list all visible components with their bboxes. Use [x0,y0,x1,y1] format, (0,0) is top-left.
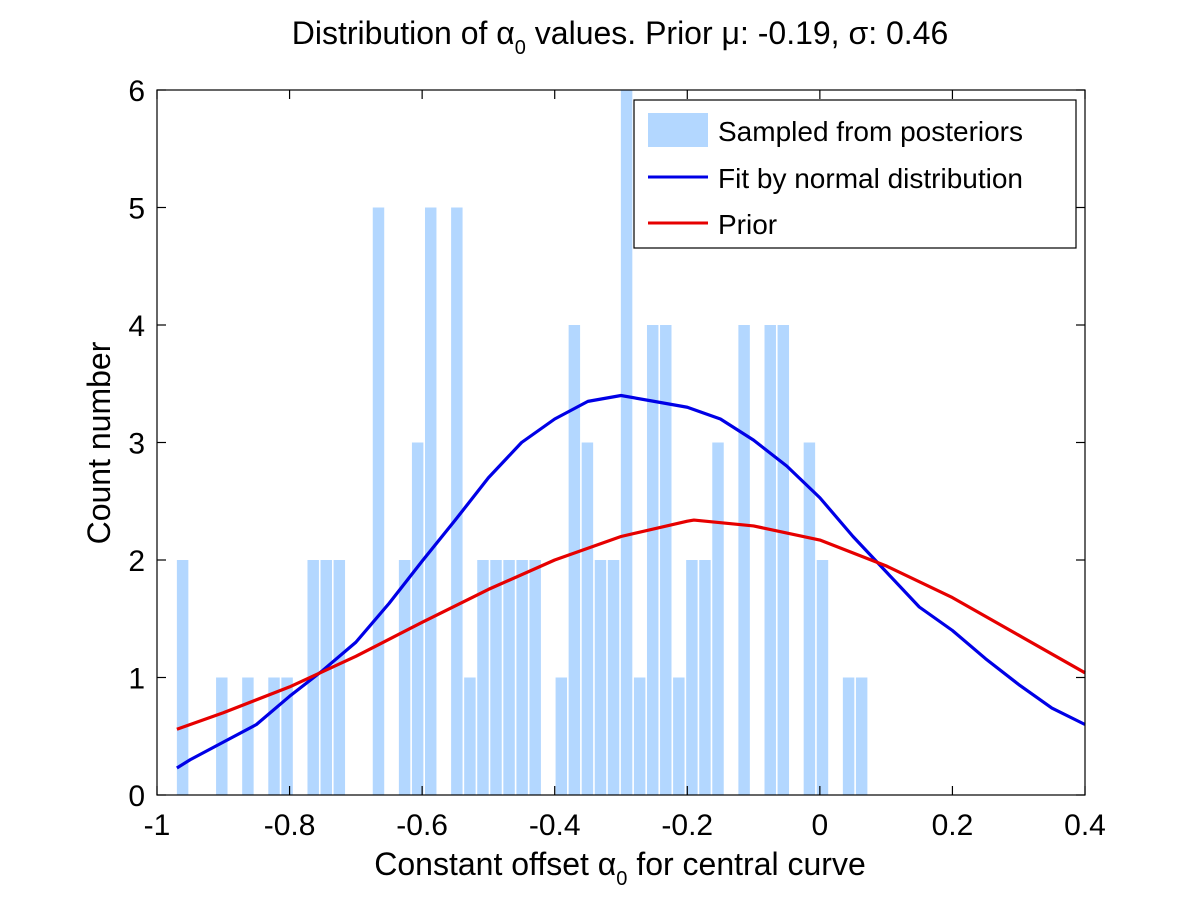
histogram-bar [842,677,855,795]
legend-label-fit: Fit by normal distribution [718,163,1023,194]
histogram-bar [660,325,672,795]
histogram-bar [555,677,568,795]
line-series-prior [176,518,1086,731]
histogram-bar [424,207,437,795]
y-tick-label: 4 [128,310,145,343]
histogram-bar [333,560,346,795]
histogram-bar [855,677,868,795]
histogram-bar [686,560,698,795]
histogram-bar [673,677,685,795]
histogram-bar [464,677,476,795]
histogram-bar [268,677,280,795]
legend-label-histogram: Sampled from posteriors [718,116,1023,147]
histogram-bar [529,560,541,795]
histogram-bar [411,442,424,795]
x-tick-label: -0.8 [264,809,316,842]
histogram-bar [738,325,750,795]
histogram-bar [451,207,463,795]
line-series-fit-by-normal-distribution [176,393,1086,770]
histogram-bar [633,677,646,795]
histogram-bar [242,677,254,795]
histogram-bar [620,90,633,795]
y-tick-label: 1 [128,663,145,696]
histogram-bar [216,677,228,795]
histogram-bar [281,677,293,795]
legend: Sampled from posteriors Fit by normal di… [633,99,1077,249]
y-axis-label: Count number [81,341,117,544]
x-tick-label: 0.2 [932,809,974,842]
histogram-bars [176,90,868,795]
histogram-bar [516,560,528,795]
histogram-bar [568,325,581,795]
y-tick-label: 5 [128,193,145,226]
x-tick-label: -1 [144,809,171,842]
x-tick-label: 0 [812,809,829,842]
histogram-bar [607,560,620,795]
histogram-bar [764,325,776,795]
chart-title: Distribution of α0 values. Prior μ: -0.1… [292,15,949,59]
curves [176,393,1086,770]
axis-ticks: -1 -0.8 -0.6 -0.4 -0.2 0 0.2 0.4 0 1 2 3 4 5 6 [128,75,1106,842]
x-tick-label: -0.4 [529,809,581,842]
histogram-bar [712,442,724,795]
histogram-bar [699,560,711,795]
y-tick-label: 2 [128,545,145,578]
histogram-bar [803,442,816,795]
histogram-bar [176,560,189,795]
histogram-bar [777,325,790,795]
legend-label-prior: Prior [718,209,777,240]
histogram-bar [490,560,502,795]
x-tick-label: -0.2 [661,809,713,842]
histogram-bar [398,560,411,795]
y-tick-label: 3 [128,428,145,461]
histogram-bar [372,207,385,795]
x-axis-label: Constant offset α0 for central curve [374,846,865,890]
x-tick-label: -0.6 [396,809,448,842]
histogram-bar [594,560,607,795]
histogram-bar [646,325,659,795]
histogram-bar [503,560,515,795]
y-tick-label: 0 [128,780,145,813]
y-tick-label: 6 [128,75,145,108]
histogram-bar [581,442,594,795]
histogram-bar [320,560,332,795]
x-tick-label: 0.4 [1064,809,1106,842]
histogram-bar [816,560,829,795]
legend-swatch-histogram [648,113,708,147]
histogram-bar [477,560,489,795]
